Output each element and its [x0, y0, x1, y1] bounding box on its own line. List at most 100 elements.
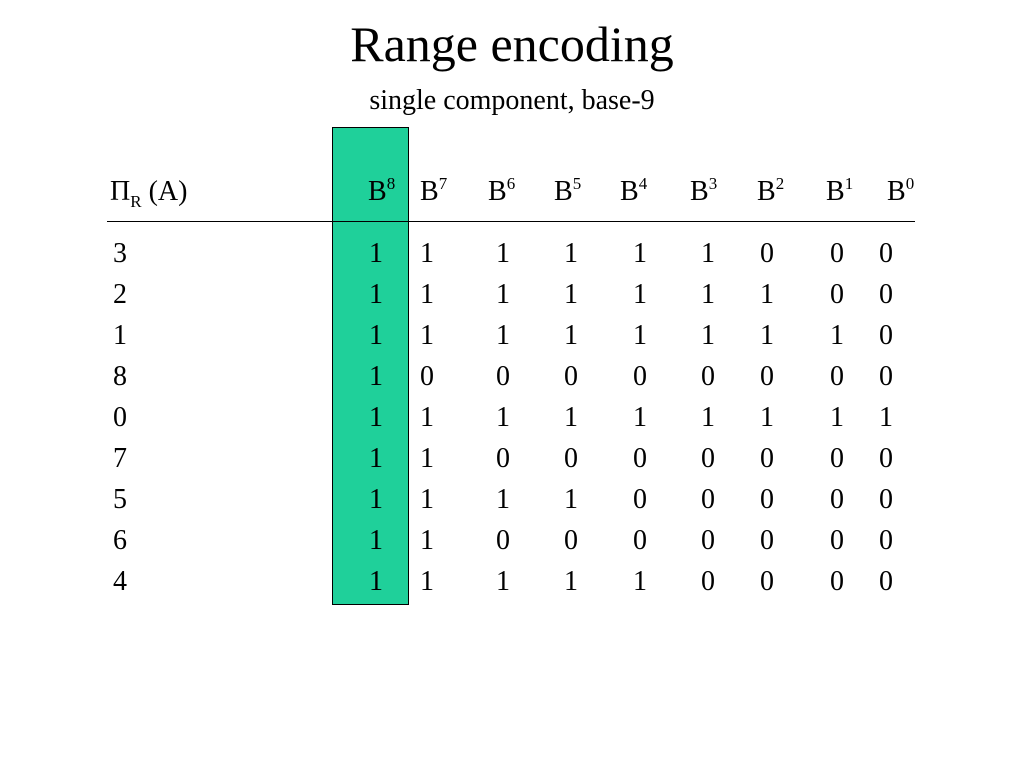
pi-symbol: Π — [110, 176, 131, 207]
row-value: 0 — [113, 402, 127, 433]
bit-cell-b6: 1 — [496, 402, 510, 433]
header-divider — [107, 221, 915, 222]
bit-cell-b5: 0 — [564, 525, 578, 556]
bit-cell-b8: 1 — [369, 525, 383, 556]
bit-cell-b0: 0 — [879, 320, 893, 351]
row-value: 8 — [113, 361, 127, 392]
column-header-b0: B0 — [887, 174, 915, 211]
column-header-exponent: 4 — [638, 174, 648, 193]
bit-cell-b7: 1 — [420, 402, 434, 433]
bit-cell-b8: 1 — [369, 443, 383, 474]
column-header-exponent: 8 — [386, 174, 396, 193]
bit-cell-b5: 1 — [564, 279, 578, 310]
row-value: 4 — [113, 566, 127, 597]
row-value: 2 — [113, 279, 127, 310]
bit-cell-b6: 1 — [496, 320, 510, 351]
bit-cell-b5: 1 — [564, 320, 578, 351]
bit-cell-b7: 1 — [420, 566, 434, 597]
column-header-base: B — [826, 176, 845, 207]
bit-cell-b2: 0 — [760, 443, 774, 474]
bit-cell-b4: 1 — [633, 402, 647, 433]
bit-cell-b0: 0 — [879, 361, 893, 392]
bit-cell-b7: 1 — [420, 279, 434, 310]
bit-cell-b8: 1 — [369, 566, 383, 597]
bit-cell-b4: 1 — [633, 238, 647, 269]
bit-cell-b7: 0 — [420, 361, 434, 392]
bit-cell-b2: 0 — [760, 566, 774, 597]
bit-cell-b4: 1 — [633, 279, 647, 310]
column-header-base: B — [368, 176, 387, 207]
column-header-exponent: 5 — [572, 174, 582, 193]
bit-cell-b6: 0 — [496, 525, 510, 556]
attribute-label: (A) — [141, 176, 188, 207]
pi-subscript: R — [130, 192, 142, 211]
bit-cell-b5: 0 — [564, 443, 578, 474]
bit-cell-b0: 0 — [879, 525, 893, 556]
bit-cell-b6: 1 — [496, 484, 510, 515]
bit-cell-b3: 1 — [701, 402, 715, 433]
bit-cell-b3: 1 — [701, 238, 715, 269]
row-value: 7 — [113, 443, 127, 474]
bit-cell-b5: 1 — [564, 402, 578, 433]
row-value: 1 — [113, 320, 127, 351]
column-header-b7: B7 — [420, 174, 448, 211]
bit-cell-b2: 0 — [760, 361, 774, 392]
bit-cell-b3: 0 — [701, 484, 715, 515]
bit-cell-b3: 0 — [701, 443, 715, 474]
bit-cell-b0: 1 — [879, 402, 893, 433]
bit-cell-b2: 1 — [760, 279, 774, 310]
bit-cell-b1: 1 — [830, 402, 844, 433]
bit-cell-b7: 1 — [420, 484, 434, 515]
bit-cell-b3: 1 — [701, 320, 715, 351]
column-header-base: B — [690, 176, 709, 207]
column-header-exponent: 0 — [905, 174, 915, 193]
bit-cell-b2: 0 — [760, 484, 774, 515]
bit-cell-b7: 1 — [420, 238, 434, 269]
bit-cell-b4: 1 — [633, 566, 647, 597]
bit-cell-b6: 1 — [496, 566, 510, 597]
bit-cell-b0: 0 — [879, 484, 893, 515]
bit-cell-b4: 0 — [633, 361, 647, 392]
bit-cell-b7: 1 — [420, 525, 434, 556]
bit-cell-b7: 1 — [420, 443, 434, 474]
bit-cell-b8: 1 — [369, 402, 383, 433]
bit-cell-b0: 0 — [879, 238, 893, 269]
bit-cell-b1: 0 — [830, 443, 844, 474]
bit-cell-b4: 0 — [633, 525, 647, 556]
bit-cell-b6: 1 — [496, 279, 510, 310]
bit-cell-b2: 0 — [760, 238, 774, 269]
column-header-base: B — [554, 176, 573, 207]
header-projection-label: ΠR (A) — [110, 176, 187, 211]
row-value: 6 — [113, 525, 127, 556]
row-value: 5 — [113, 484, 127, 515]
column-header-exponent: 6 — [506, 174, 516, 193]
bit-cell-b3: 0 — [701, 566, 715, 597]
bit-cell-b8: 1 — [369, 320, 383, 351]
bit-cell-b8: 1 — [369, 361, 383, 392]
column-header-base: B — [620, 176, 639, 207]
bit-cell-b2: 0 — [760, 525, 774, 556]
bit-cell-b1: 0 — [830, 484, 844, 515]
bit-cell-b0: 0 — [879, 279, 893, 310]
column-header-exponent: 3 — [708, 174, 718, 193]
bit-cell-b2: 1 — [760, 320, 774, 351]
bit-cell-b1: 0 — [830, 525, 844, 556]
bit-cell-b2: 1 — [760, 402, 774, 433]
bit-cell-b7: 1 — [420, 320, 434, 351]
column-header-b3: B3 — [690, 174, 718, 211]
bit-cell-b1: 0 — [830, 238, 844, 269]
bit-cell-b5: 1 — [564, 566, 578, 597]
column-header-base: B — [488, 176, 507, 207]
bit-cell-b1: 0 — [830, 361, 844, 392]
column-header-b5: B5 — [554, 174, 582, 211]
bit-cell-b6: 1 — [496, 238, 510, 269]
bit-cell-b4: 0 — [633, 443, 647, 474]
column-header-b6: B6 — [488, 174, 516, 211]
column-header-exponent: 7 — [438, 174, 448, 193]
bit-cell-b3: 1 — [701, 279, 715, 310]
bit-cell-b1: 1 — [830, 320, 844, 351]
column-header-b8: B8 — [368, 174, 396, 211]
bit-cell-b1: 0 — [830, 566, 844, 597]
bit-cell-b8: 1 — [369, 279, 383, 310]
bit-cell-b1: 0 — [830, 279, 844, 310]
